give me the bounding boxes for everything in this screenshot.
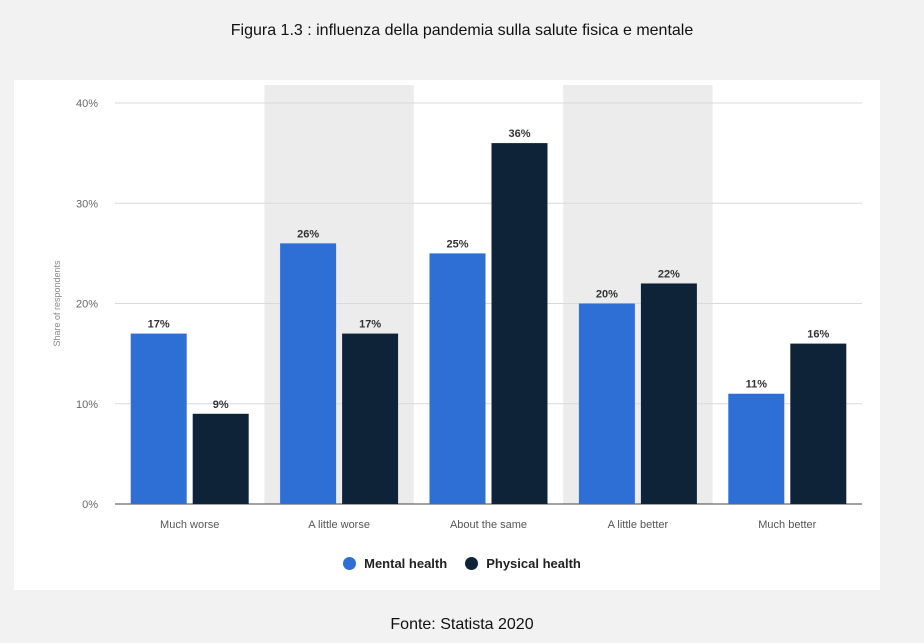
y-tick-label: 40% bbox=[76, 98, 98, 110]
bar-mental[interactable] bbox=[280, 243, 337, 504]
y-tick-label: 10% bbox=[76, 399, 98, 411]
y-tick-label: 0% bbox=[82, 499, 98, 511]
x-category-label: A little better bbox=[608, 519, 669, 531]
bar-value-label: 26% bbox=[297, 228, 319, 240]
bar-mental[interactable] bbox=[578, 303, 635, 505]
legend-dot-mental bbox=[343, 557, 357, 570]
legend-label-physical: Physical health bbox=[486, 556, 581, 571]
bar-value-label: 36% bbox=[508, 128, 530, 140]
bar-physical[interactable] bbox=[342, 333, 399, 504]
y-axis-label: Share of respondents bbox=[52, 260, 62, 347]
x-category-label: About the same bbox=[450, 519, 527, 531]
bar-value-label: 11% bbox=[746, 379, 768, 391]
bar-value-label: 22% bbox=[658, 268, 680, 280]
bar-mental[interactable] bbox=[429, 253, 486, 504]
bar-value-label: 16% bbox=[807, 329, 829, 341]
bar-physical[interactable] bbox=[640, 283, 697, 504]
legend-item-physical[interactable]: Physical health bbox=[465, 556, 581, 571]
bar-mental[interactable] bbox=[130, 333, 187, 504]
source-note: Fonte: Statista 2020 bbox=[390, 616, 534, 633]
bar-value-label: 25% bbox=[446, 238, 468, 250]
bar-physical[interactable] bbox=[790, 343, 847, 504]
legend: Mental health Physical health bbox=[0, 556, 924, 571]
bar-physical[interactable] bbox=[491, 143, 548, 504]
bar-value-label: 17% bbox=[148, 319, 170, 331]
chart-title: Figura 1.3 : influenza della pandemia su… bbox=[230, 22, 694, 39]
bar-value-label: 9% bbox=[213, 399, 229, 411]
legend-label-mental: Mental health bbox=[364, 556, 448, 571]
y-tick-label: 30% bbox=[76, 198, 98, 210]
legend-dot-physical bbox=[465, 557, 479, 570]
x-category-label: Much worse bbox=[160, 519, 219, 531]
x-category-label: A little worse bbox=[308, 519, 370, 531]
bar-value-label: 17% bbox=[359, 319, 381, 331]
bar-value-label: 20% bbox=[596, 289, 618, 301]
bar-physical[interactable] bbox=[192, 413, 249, 504]
y-tick-label: 20% bbox=[76, 299, 98, 311]
legend-item-mental[interactable]: Mental health bbox=[343, 556, 447, 571]
x-category-label: Much better bbox=[758, 519, 816, 531]
bar-mental[interactable] bbox=[728, 393, 785, 504]
